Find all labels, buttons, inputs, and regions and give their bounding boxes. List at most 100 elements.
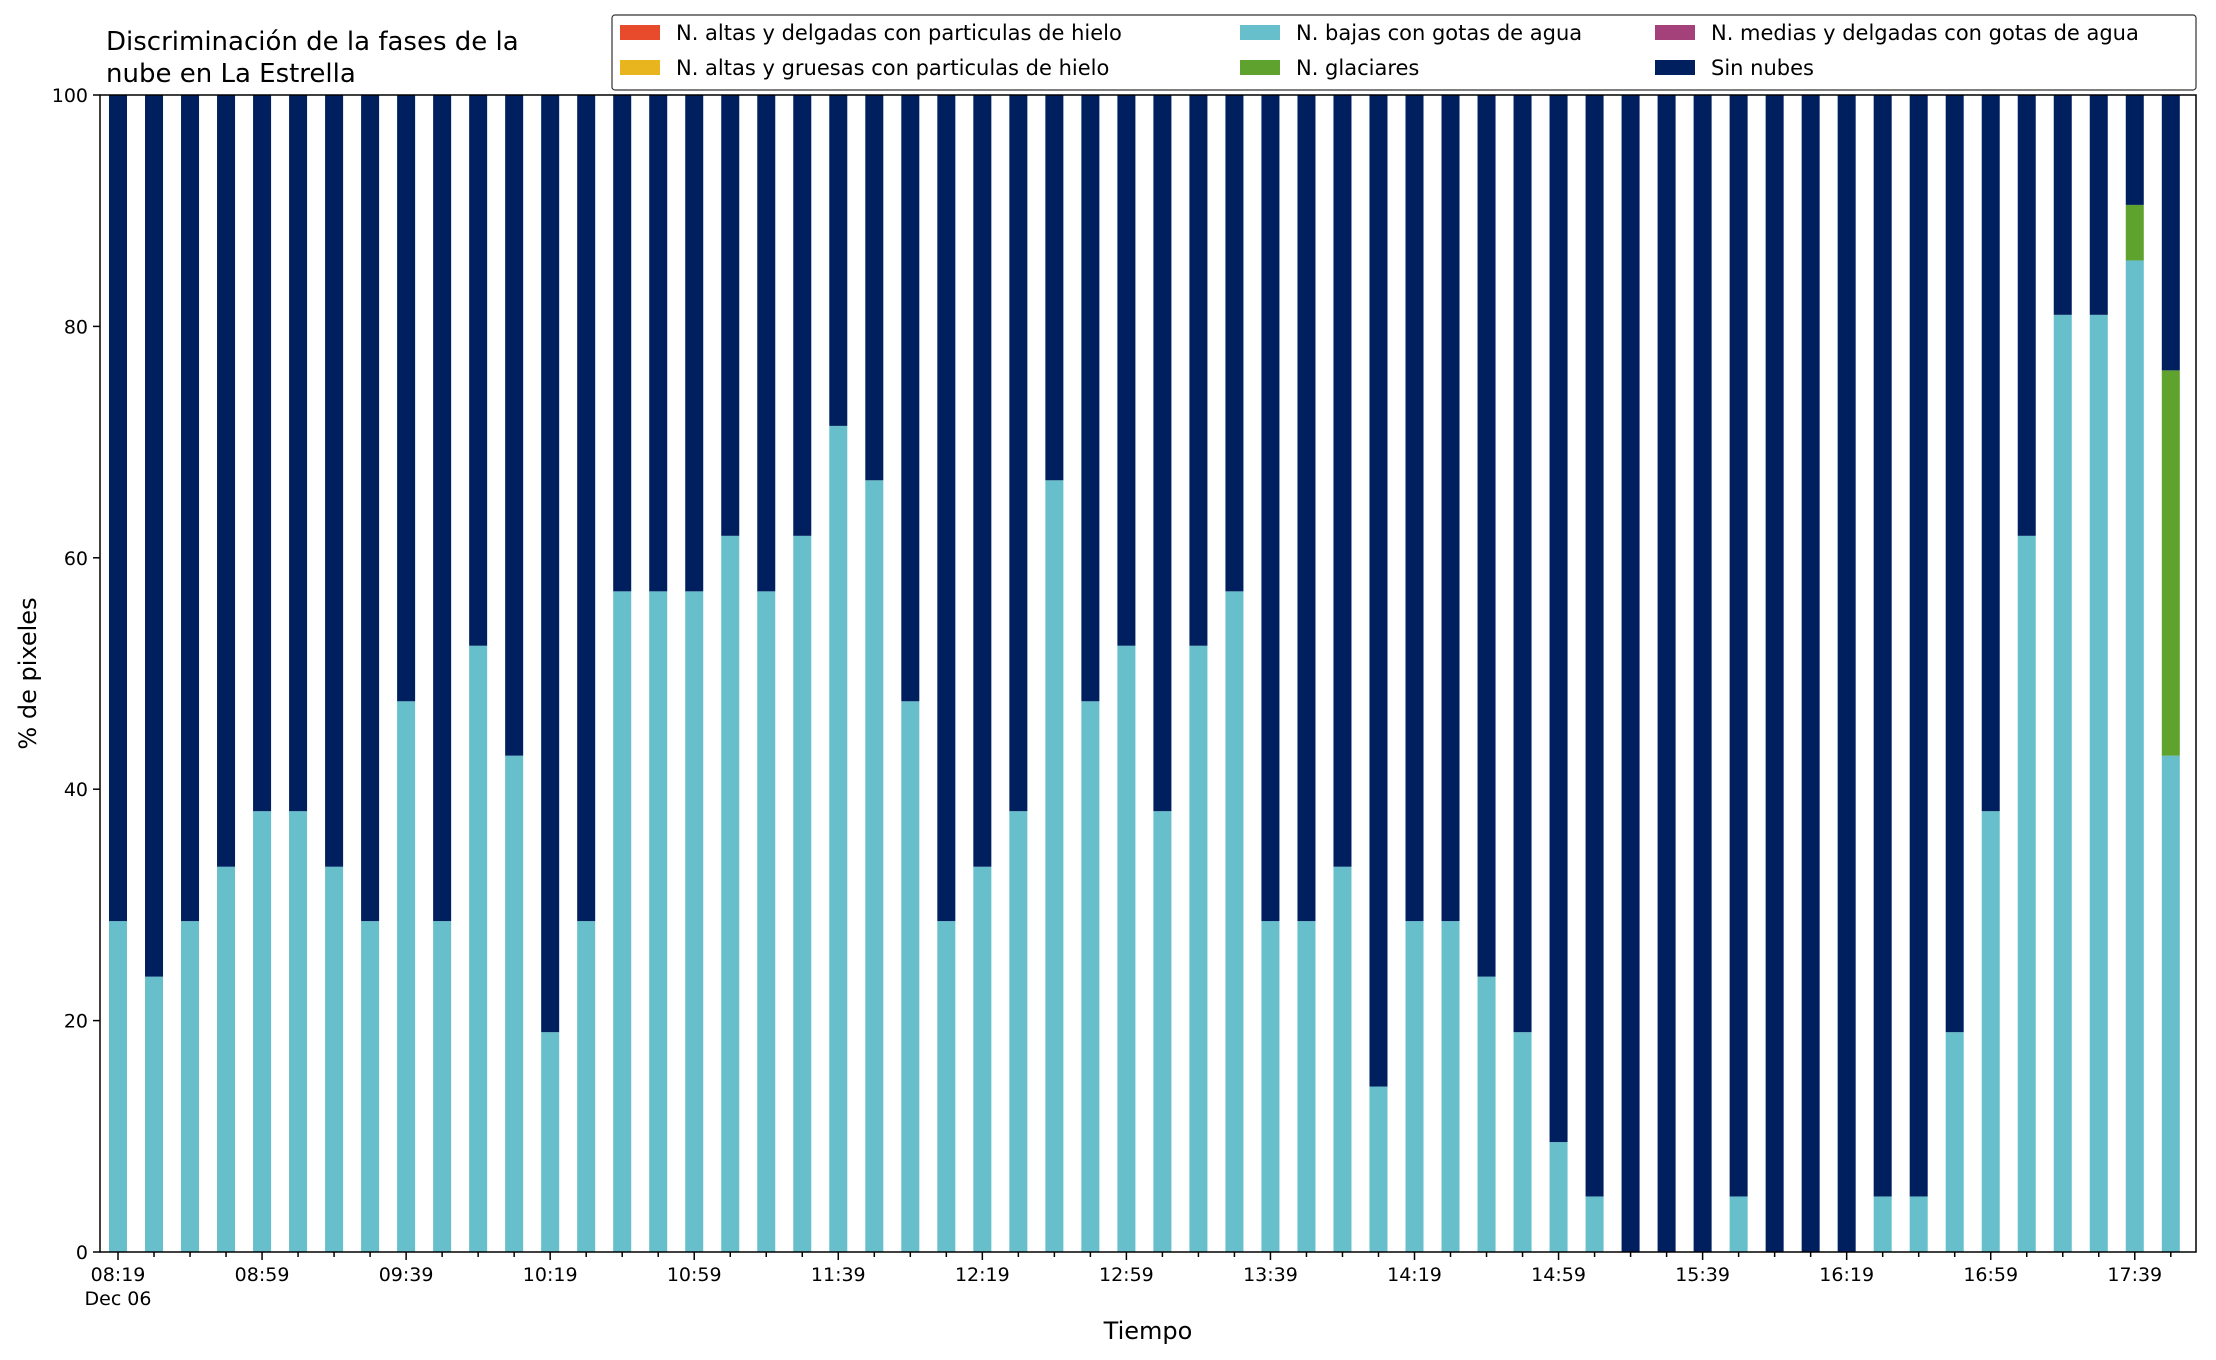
bar-2-28 (1117, 645, 1136, 1252)
bar-2-0 (109, 921, 128, 1252)
y-tick-label-2: 40 (64, 779, 88, 801)
bar-2-56 (2125, 260, 2144, 1252)
bar-2-33 (1297, 921, 1316, 1252)
bar-5-23 (937, 95, 956, 922)
bar-2-37 (1441, 921, 1460, 1252)
bar-5-14 (613, 95, 632, 592)
legend-label-3: N. glaciares (1296, 56, 1419, 80)
bar-2-35 (1369, 1086, 1388, 1252)
bar-2-3 (217, 866, 236, 1252)
bar-5-31 (1225, 95, 1244, 592)
bar-2-14 (613, 591, 632, 1252)
bar-2-16 (685, 591, 704, 1252)
bar-2-38 (1477, 976, 1496, 1252)
bar-5-13 (577, 95, 596, 922)
y-axis: 0 20 40 60 80 100 (52, 85, 100, 1264)
bar-5-15 (649, 95, 668, 592)
bar-5-0 (109, 95, 128, 922)
bar-5-38 (1477, 95, 1496, 977)
x-axis: 08:19 08:59 09:39 10:19 10:59 11:39 12:19 12:59… (85, 1252, 2172, 1310)
bar-2-25 (1009, 811, 1028, 1252)
bar-5-17 (721, 95, 740, 536)
legend-box (611, 14, 2197, 91)
bar-5-37 (1441, 95, 1460, 922)
x-tick-label-9: 14:19 (1387, 1264, 1442, 1286)
bar-5-29 (1153, 95, 1172, 812)
bar-2-24 (973, 866, 992, 1252)
bar-2-53 (2017, 535, 2036, 1252)
bar-5-6 (325, 95, 344, 867)
legend-swatch-0 (620, 25, 660, 40)
chart-title-line-2: nube en La Estrella (106, 59, 356, 89)
x-tick-label-10: 14:59 (1531, 1264, 1586, 1286)
bar-5-30 (1189, 95, 1208, 646)
bar-5-21 (865, 95, 884, 481)
x-tick-label-5: 11:39 (811, 1264, 866, 1286)
bar-3-57 (2161, 370, 2180, 756)
bar-2-32 (1261, 921, 1280, 1252)
bar-5-12 (541, 95, 560, 1033)
bar-2-2 (181, 921, 200, 1252)
x-tick-label-7: 12:59 (1099, 1264, 1154, 1286)
x-tick-label-0: 08:19 (91, 1264, 146, 1286)
x-tick-label-4: 10:59 (667, 1264, 722, 1286)
bar-5-4 (253, 95, 272, 812)
bar-2-18 (757, 591, 776, 1252)
bar-5-33 (1297, 95, 1316, 922)
bar-5-36 (1405, 95, 1424, 922)
bar-2-26 (1045, 480, 1064, 1252)
bar-5-43 (1657, 95, 1676, 1252)
bar-2-36 (1405, 921, 1424, 1252)
bar-2-9 (433, 921, 452, 1252)
bar-5-28 (1117, 95, 1136, 646)
bar-5-24 (973, 95, 992, 867)
bar-5-54 (2053, 95, 2072, 315)
bar-5-51 (1945, 95, 1964, 1033)
bar-2-39 (1513, 1032, 1532, 1252)
bar-5-8 (397, 95, 416, 702)
legend-label-4: N. medias y delgadas con gotas de agua (1711, 21, 2139, 45)
x-tick-label-11: 15:39 (1675, 1264, 1730, 1286)
bar-5-5 (289, 95, 308, 812)
bar-5-39 (1513, 95, 1532, 1033)
y-tick-label-5: 100 (52, 85, 88, 107)
legend-swatch-2 (1240, 25, 1280, 40)
bar-5-11 (505, 95, 524, 756)
legend-label-2: N. bajas con gotas de agua (1296, 21, 1582, 45)
bar-5-45 (1729, 95, 1748, 1197)
x-tick-label-13: 16:59 (1963, 1264, 2018, 1286)
bar-5-44 (1693, 95, 1712, 1252)
bar-2-20 (829, 425, 848, 1252)
x-tick-label-1: 08:59 (235, 1264, 290, 1286)
x-tick-label-12: 16:19 (1819, 1264, 1874, 1286)
bars-layer (109, 95, 2180, 1253)
bar-2-23 (937, 921, 956, 1252)
bar-2-34 (1333, 866, 1352, 1252)
bar-2-15 (649, 591, 668, 1252)
bar-5-1 (145, 95, 164, 977)
x-tick-sublabel: Dec 06 (85, 1288, 152, 1310)
bar-2-51 (1945, 1032, 1964, 1252)
bar-5-46 (1765, 95, 1784, 1252)
bar-2-22 (901, 701, 920, 1252)
bar-5-50 (1909, 95, 1928, 1197)
y-tick-label-3: 60 (64, 548, 88, 570)
x-tick-label-8: 13:39 (1243, 1264, 1298, 1286)
bar-2-57 (2161, 755, 2180, 1252)
legend-swatch-5 (1655, 60, 1695, 75)
bar-2-7 (361, 921, 380, 1252)
legend-swatch-1 (620, 60, 660, 75)
bar-2-12 (541, 1032, 560, 1252)
bar-5-49 (1873, 95, 1892, 1197)
bar-2-8 (397, 701, 416, 1252)
bar-5-27 (1081, 95, 1100, 702)
bar-2-17 (721, 535, 740, 1252)
legend-swatch-4 (1655, 25, 1695, 40)
x-tick-label-3: 10:19 (523, 1264, 578, 1286)
bar-5-34 (1333, 95, 1352, 867)
x-tick-label-2: 09:39 (379, 1264, 434, 1286)
bar-2-40 (1549, 1142, 1568, 1252)
bar-3-56 (2125, 204, 2144, 261)
